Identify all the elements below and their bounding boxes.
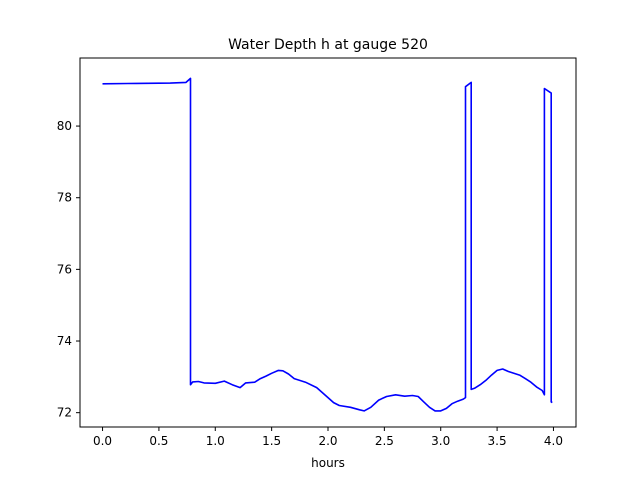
y-tick-label: 78 (57, 191, 72, 205)
x-tick-label: 3.5 (488, 434, 507, 448)
y-tick-label: 80 (57, 119, 72, 133)
x-tick-label: 0.0 (93, 434, 112, 448)
y-tick-label: 76 (57, 262, 72, 276)
y-tick-label: 72 (57, 406, 72, 420)
x-tick-label: 2.5 (375, 434, 394, 448)
x-tick-label: 1.0 (206, 434, 225, 448)
x-tick-label: 4.0 (544, 434, 563, 448)
x-axis-label: hours (311, 456, 345, 470)
x-tick-label: 0.5 (149, 434, 168, 448)
chart-title: Water Depth h at gauge 520 (228, 37, 428, 53)
x-tick-label: 1.5 (262, 434, 281, 448)
x-tick-label: 2.0 (318, 434, 337, 448)
y-tick-label: 74 (57, 334, 72, 348)
x-tick-label: 3.0 (431, 434, 450, 448)
